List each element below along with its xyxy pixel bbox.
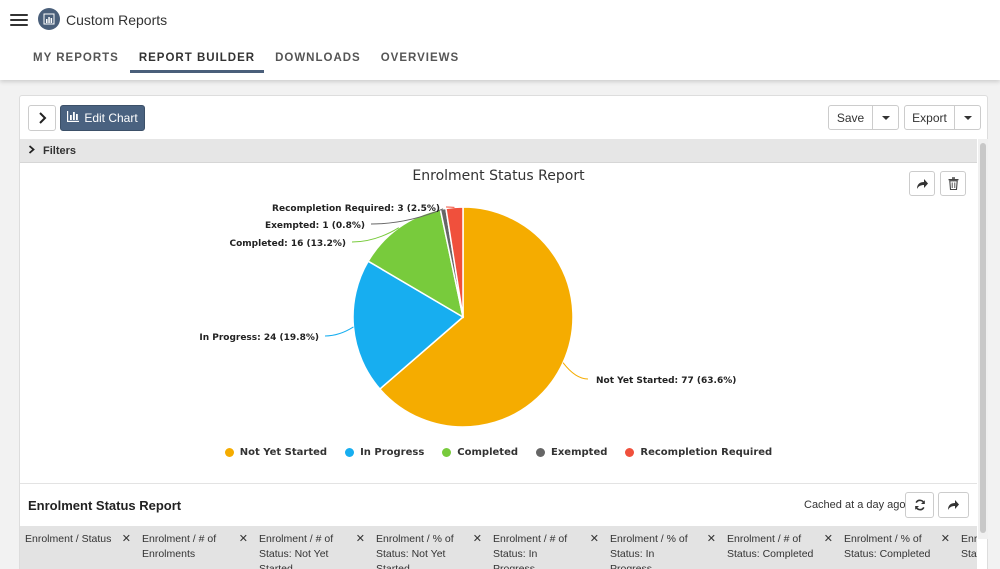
data-label-connector xyxy=(562,362,589,380)
pie-slice-in-progress[interactable] xyxy=(352,260,465,391)
trash-icon xyxy=(948,177,958,190)
table-column-header[interactable]: Enrolment / # of Enrolments ✕ xyxy=(137,526,254,569)
tab-overviews[interactable]: OVERVIEWS xyxy=(380,52,460,64)
legend-label: Exempted xyxy=(551,447,608,458)
report-builder-panel: Edit Chart Save Export Filters Enrolment… xyxy=(19,95,988,569)
legend-label: Completed xyxy=(457,447,519,458)
legend-item[interactable]: Exempted xyxy=(536,447,607,458)
data-label: Not Yet Started: 77 (63.6%) xyxy=(596,376,736,386)
expand-sidebar-button[interactable] xyxy=(28,105,56,131)
column-header-label: Enrolment / # of Status: In Progress xyxy=(493,533,568,569)
share-icon xyxy=(916,178,928,189)
chart-title: Enrolment Status Report xyxy=(412,168,585,184)
bar-chart-icon xyxy=(38,8,60,30)
remove-column-icon[interactable]: ✕ xyxy=(238,533,248,545)
chevron-right-icon xyxy=(39,112,47,124)
legend-item[interactable]: Recompletion Required xyxy=(625,447,772,458)
caret-down-icon xyxy=(881,115,890,120)
remove-column-icon[interactable]: ✕ xyxy=(472,533,482,545)
legend-label: In Progress xyxy=(360,447,425,458)
vertical-scrollbar[interactable] xyxy=(978,139,988,539)
remove-column-icon[interactable]: ✕ xyxy=(355,533,365,545)
tab-my-reports[interactable]: MY REPORTS xyxy=(33,52,119,64)
top-header: Custom Reports MY REPORTS REPORT BUILDER… xyxy=(0,0,1000,80)
share-icon xyxy=(948,500,959,510)
column-header-label: Enrolment / # of Enrolments xyxy=(142,533,217,560)
table-column-header[interactable]: Enrolment / % of Status: Not Yet Started… xyxy=(371,526,488,569)
legend-item[interactable]: Not Yet Started xyxy=(224,447,328,458)
table-column-header[interactable]: Enrolment / % of Status: In Progress ✕ xyxy=(605,526,722,569)
data-label: In Progress: 24 (19.8%) xyxy=(199,333,319,343)
export-button[interactable]: Export xyxy=(904,105,955,130)
table-column-header[interactable]: Enrolment / # of Status: Not Yet Started… xyxy=(254,526,371,569)
export-dropdown-button[interactable] xyxy=(954,105,981,130)
table-header-row: Enrolment / Status ✕ Enrolment / # of Enro… xyxy=(20,526,977,569)
delete-chart-button[interactable] xyxy=(940,171,966,196)
app-title: Custom Reports xyxy=(66,12,168,28)
data-label: Recompletion Required: 3 (2.5%) xyxy=(272,204,440,214)
table-column-header[interactable]: Enrolment / # of Status: Completed ✕ xyxy=(722,526,839,569)
scrollbar-thumb[interactable] xyxy=(980,143,986,533)
data-label: Completed: 16 (13.2%) xyxy=(230,239,347,249)
hamburger-menu-icon[interactable] xyxy=(10,11,28,27)
column-header-label: Enrolment / % of Status: Completed xyxy=(844,533,931,560)
legend-marker xyxy=(345,448,355,457)
tab-downloads[interactable]: DOWNLOADS xyxy=(275,52,361,64)
column-header-label: Enrolment / # of Status: Exempted xyxy=(961,533,977,560)
toolbar: Edit Chart Save Export xyxy=(20,96,987,140)
chevron-right-icon xyxy=(28,144,35,157)
legend-label: Not Yet Started xyxy=(239,447,328,458)
column-header-label: Enrolment / % of Status: Not Yet Started xyxy=(376,533,454,569)
divider xyxy=(20,483,977,484)
filters-toggle[interactable]: Filters xyxy=(20,139,977,163)
save-button[interactable]: Save xyxy=(828,105,873,130)
legend-item[interactable]: In Progress xyxy=(345,447,424,458)
data-label: Exempted: 1 (0.8%) xyxy=(265,221,365,231)
remove-column-icon[interactable]: ✕ xyxy=(589,533,599,545)
data-label-connector xyxy=(351,227,400,243)
remove-column-icon[interactable]: ✕ xyxy=(121,533,131,545)
legend-label: Recompletion Required xyxy=(640,447,773,458)
pie-chart: Not Yet Started: 77 (63.6%) In Progress: … xyxy=(199,204,736,428)
legend-marker xyxy=(625,448,635,457)
chart-area: Enrolment Status Report Not Yet Started:… xyxy=(20,164,977,484)
column-header-label: Enrolment / # of Status: Completed xyxy=(727,533,814,560)
data-label-connector xyxy=(370,208,444,225)
table-column-header[interactable]: Enrolment / Status ✕ xyxy=(20,526,137,569)
legend-marker xyxy=(442,448,452,457)
share-report-button[interactable] xyxy=(938,492,969,518)
caret-down-icon xyxy=(963,115,972,120)
edit-chart-label: Edit Chart xyxy=(84,111,138,125)
legend-marker xyxy=(224,448,234,457)
table-column-header[interactable]: Enrolment / % of Status: Completed ✕ xyxy=(839,526,956,569)
edit-chart-button[interactable]: Edit Chart xyxy=(60,105,145,131)
refresh-icon xyxy=(914,499,925,511)
refresh-button[interactable] xyxy=(905,492,934,518)
column-header-label: Enrolment / Status xyxy=(25,533,112,545)
table-column-header[interactable]: Enrolment / # of Status: Exempted✕ xyxy=(956,526,977,569)
remove-column-icon[interactable]: ✕ xyxy=(823,533,833,545)
legend-item[interactable]: Completed xyxy=(442,447,518,458)
remove-column-icon[interactable]: ✕ xyxy=(940,533,950,545)
chart-legend: Not Yet Started In Progress Completed Exemp… xyxy=(20,447,977,458)
report-title: Enrolment Status Report xyxy=(28,498,182,513)
save-dropdown-button[interactable] xyxy=(872,105,899,130)
data-label-connector xyxy=(324,326,354,337)
tab-report-builder[interactable]: REPORT BUILDER xyxy=(129,52,265,73)
pie-slice-not-yet-started[interactable] xyxy=(378,206,574,428)
bar-chart-icon xyxy=(67,111,80,125)
share-chart-button[interactable] xyxy=(909,171,935,196)
filters-label: Filters xyxy=(43,144,77,157)
column-header-label: Enrolment / % of Status: In Progress xyxy=(610,533,688,569)
pie-slice-completed[interactable] xyxy=(367,208,465,319)
remove-column-icon[interactable]: ✕ xyxy=(706,533,716,545)
main-tabs: MY REPORTS REPORT BUILDER DOWNLOADS OVER… xyxy=(24,52,470,73)
legend-marker xyxy=(536,448,546,457)
table-column-header[interactable]: Enrolment / # of Status: In Progress ✕ xyxy=(488,526,605,569)
column-header-label: Enrolment / # of Status: Not Yet Started xyxy=(259,533,334,569)
cache-status: Cached at a day ago xyxy=(804,499,906,511)
